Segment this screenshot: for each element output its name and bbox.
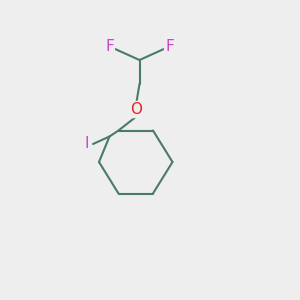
Text: O: O — [130, 102, 142, 117]
Text: F: F — [105, 39, 114, 54]
Text: F: F — [165, 39, 174, 54]
Text: I: I — [85, 136, 89, 152]
